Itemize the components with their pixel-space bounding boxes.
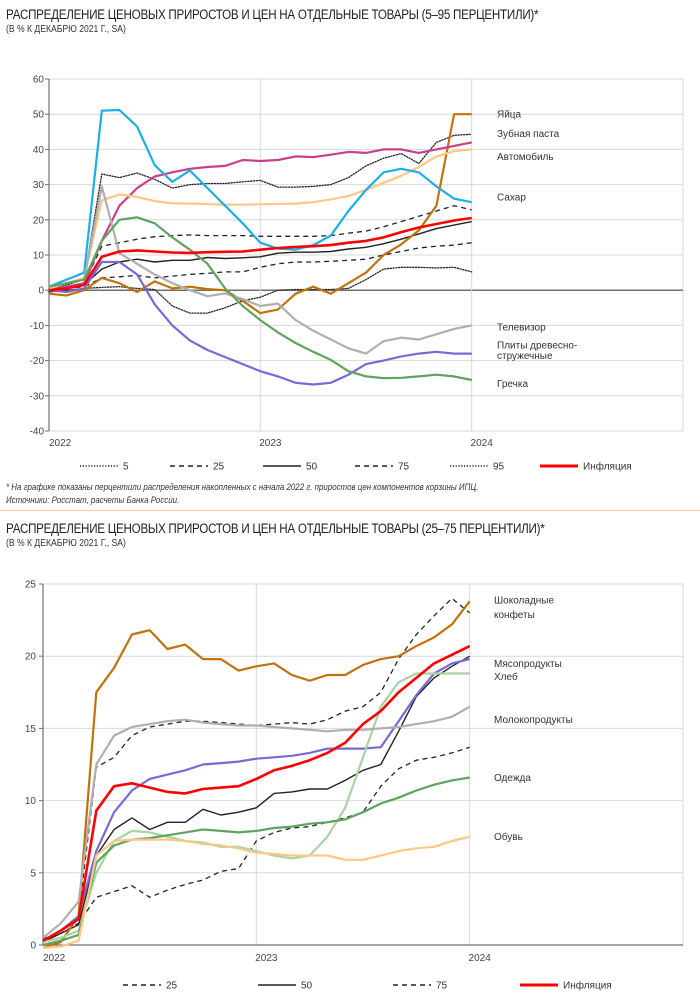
chart2-series-label: Шоколадные [494, 595, 554, 606]
chart1-legend-label: 5 [123, 462, 129, 473]
chart1-series-label: Телевизор [497, 323, 546, 334]
section-divider [0, 510, 700, 511]
chart2-series-label: Хлеб [494, 671, 518, 683]
chart1-ytick-label: -30 [30, 391, 45, 402]
chart1-legend-label: 25 [213, 462, 225, 473]
chart2-ytick-label: 5 [30, 868, 36, 879]
chart2-ytick-label: 20 [25, 652, 37, 663]
chart1-ytick-label: 0 [38, 286, 44, 297]
chart2-series-label: Мясопродукты [494, 659, 562, 670]
chart1-series-зубная-паста [48, 141, 472, 292]
chart1-xtick-label: 2024 [471, 438, 494, 449]
chart2-series-label: конфеты [494, 609, 535, 621]
chart1-series-percentile-95 [48, 133, 473, 290]
chart1-footnote: * На графике показаны перцентили распред… [6, 482, 479, 492]
chart2-legend-label: 50 [301, 981, 313, 992]
chart2-series-label: Обувь [494, 831, 523, 843]
chart1-ytick-label: -40 [30, 427, 45, 438]
chart1-series-label: стружечные [497, 351, 553, 362]
chart1-series-автомобиль [48, 148, 472, 290]
chart1-legend-label: 50 [306, 462, 318, 473]
chart2-ytick-label: 25 [25, 580, 37, 591]
chart1-ytick-label: 10 [33, 251, 45, 262]
chart1-ytick-label: 50 [33, 110, 45, 121]
chart1-legend-label: 75 [398, 462, 410, 473]
chart1-series-label: Гречка [497, 379, 528, 390]
chart1-series-яйца [48, 113, 472, 315]
chart1-series-label: Автомобиль [497, 151, 554, 163]
chart1-xtick-label: 2023 [259, 438, 282, 449]
chart1-series-label: Сахар [497, 192, 526, 203]
chart2-series-percentile-50 [42, 655, 471, 943]
chart1-series-label: Зубная паста [497, 128, 560, 140]
chart1-plot: 60 50 40 30 20 10 0 -10 -20 -30 -40 2022 2023 2024 Яйц… [30, 75, 684, 473]
chart2-xtick-label: 2023 [255, 953, 278, 964]
chart2-series-label: Одежда [494, 773, 531, 784]
chart1-series-телевизор [48, 185, 472, 355]
chart1-series-label: Яйца [497, 110, 522, 121]
chart2-series-одежда [42, 776, 470, 947]
chart2-series-молокопродукты [42, 705, 471, 939]
chart2-series-шоколадные-конфеты [42, 600, 471, 949]
chart2-title: РАСПРЕДЕЛЕНИЕ ЦЕНОВЫХ ПРИРОСТОВ И ЦЕН НА… [6, 521, 545, 536]
chart1-series-гречка [48, 216, 472, 382]
chart1-ytick-label: -20 [30, 356, 45, 367]
chart1-series-percentile-5 [48, 266, 473, 314]
chart2-series-percentile-инфляция [42, 644, 471, 942]
chart2-series-мясопродукты [42, 658, 470, 942]
chart1-series-percentile-инфляция [48, 216, 472, 292]
chart1-series-label: Плиты древесно- [497, 340, 577, 351]
chart1-series-плиты-древесно-стружечные [48, 260, 472, 386]
chart1-ytick-label: 40 [33, 145, 45, 156]
chart1-subtitle: (В % К ДЕКАБРЮ 2021 Г., SA) [6, 24, 126, 35]
chart1-legend-label: Инфляция [583, 461, 632, 473]
chart2-series-percentile-25 [42, 746, 470, 942]
chart1-legend-label: 95 [493, 462, 505, 473]
chart1-series-percentile-75 [48, 205, 472, 290]
chart1-ytick-label: 30 [33, 180, 45, 191]
chart1-title: РАСПРЕДЕЛЕНИЕ ЦЕНОВЫХ ПРИРОСТОВ И ЦЕН НА… [6, 7, 539, 22]
chart1-ytick-label: -10 [30, 321, 45, 332]
chart2-xtick-label: 2022 [43, 953, 66, 964]
chart1-series-percentile-25 [48, 242, 472, 291]
chart2-subtitle: (В % К ДЕКАБРЮ 2021 Г., SA) [6, 538, 126, 549]
chart1-xtick-label: 2022 [49, 438, 72, 449]
chart2-series-label: Молокопродукты [494, 715, 573, 726]
chart1-ytick-label: 20 [33, 215, 45, 226]
chart1-series-сахар [48, 108, 472, 288]
chart1-source: Источники: Росстат, расчеты Банка России… [6, 495, 180, 505]
chart2-xtick-label: 2024 [469, 953, 492, 964]
chart2-ytick-label: 0 [30, 941, 36, 952]
chart2-series-обувь [42, 835, 470, 949]
chart2-legend-label: Инфляция [563, 980, 612, 992]
chart2-legend-label: 75 [436, 981, 448, 992]
chart1-ytick-label: 60 [33, 75, 45, 86]
chart2-legend-label: 25 [166, 981, 178, 992]
chart2-ytick-label: 15 [25, 724, 37, 735]
chart2-ytick-label: 10 [25, 796, 37, 807]
